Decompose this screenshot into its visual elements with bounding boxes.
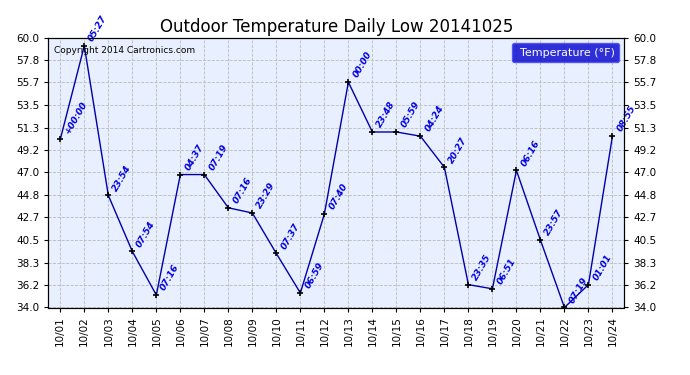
Text: 07:54: 07:54 <box>135 219 157 249</box>
Text: 07:16: 07:16 <box>159 263 181 292</box>
Legend: Temperature (°F): Temperature (°F) <box>512 43 619 62</box>
Text: 06:59: 06:59 <box>303 261 325 290</box>
Text: 23:29: 23:29 <box>255 181 277 210</box>
Text: 23:48: 23:48 <box>375 100 397 129</box>
Text: 23:35: 23:35 <box>471 253 493 282</box>
Text: 23:54: 23:54 <box>111 163 133 193</box>
Text: 07:37: 07:37 <box>279 221 302 251</box>
Text: 07:19: 07:19 <box>207 142 229 172</box>
Text: 05:27: 05:27 <box>87 14 109 43</box>
Text: +00:00: +00:00 <box>63 101 89 136</box>
Text: 00:00: 00:00 <box>351 50 373 80</box>
Text: 06:16: 06:16 <box>519 138 542 168</box>
Text: 04:24: 04:24 <box>423 104 445 134</box>
Text: 06:51: 06:51 <box>495 257 518 286</box>
Text: 04:37: 04:37 <box>183 142 205 172</box>
Title: Outdoor Temperature Daily Low 20141025: Outdoor Temperature Daily Low 20141025 <box>159 18 513 36</box>
Text: 07:40: 07:40 <box>327 182 349 211</box>
Text: 20:27: 20:27 <box>447 135 469 165</box>
Text: 01:01: 01:01 <box>591 253 613 282</box>
Text: 05:59: 05:59 <box>400 100 422 129</box>
Text: 07:19: 07:19 <box>567 275 589 305</box>
Text: 23:57: 23:57 <box>543 208 565 237</box>
Text: 07:16: 07:16 <box>231 176 253 205</box>
Text: 08:55: 08:55 <box>615 104 638 134</box>
Text: Copyright 2014 Cartronics.com: Copyright 2014 Cartronics.com <box>54 46 195 55</box>
